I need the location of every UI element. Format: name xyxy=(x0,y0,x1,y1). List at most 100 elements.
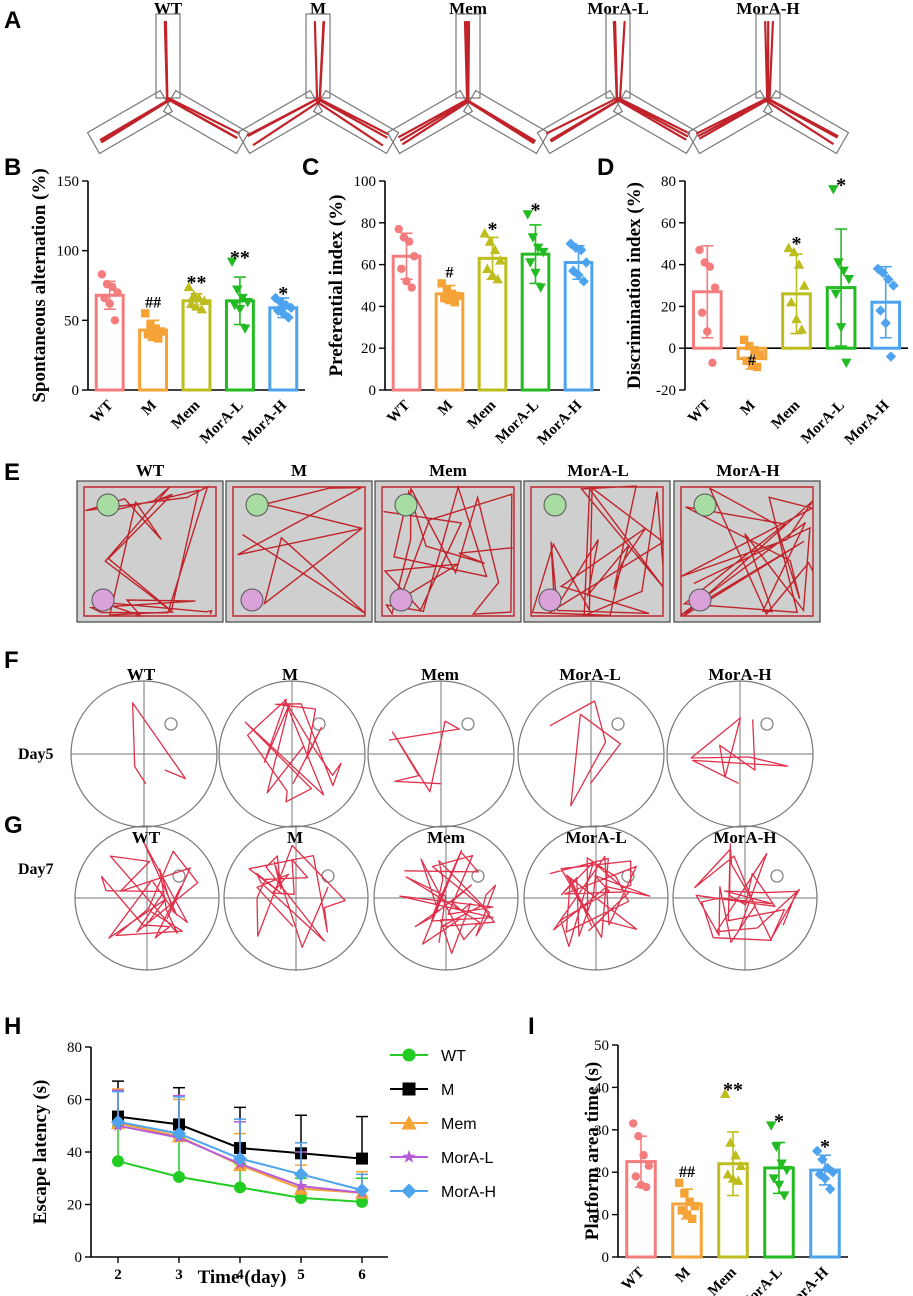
y-tick-label: 20 xyxy=(594,1165,609,1181)
data-point xyxy=(239,324,251,334)
water-maze-day7-MorA-L xyxy=(523,825,669,971)
data-point xyxy=(766,1121,777,1131)
data-point xyxy=(631,1172,640,1181)
category-label: M xyxy=(139,398,160,419)
marker xyxy=(401,1183,417,1199)
open-field-M xyxy=(225,480,373,623)
x-tick-label: 3 xyxy=(175,1267,183,1283)
y-maze-WT xyxy=(86,13,250,155)
y-maze-arm xyxy=(605,13,631,99)
category-label: M xyxy=(435,398,456,419)
g-row-label: Day7 xyxy=(18,861,54,878)
data-point xyxy=(237,293,248,304)
category-label: MorA-H xyxy=(535,397,586,448)
category-label: MorA-L xyxy=(493,398,543,448)
y-maze-arm xyxy=(312,89,400,155)
platform xyxy=(471,869,485,883)
marker xyxy=(402,1048,416,1062)
data-point xyxy=(888,280,899,291)
data-point xyxy=(479,228,490,238)
data-point xyxy=(226,257,238,268)
platform xyxy=(172,869,186,883)
legend-label: MorA-H xyxy=(441,1184,496,1201)
swim-path xyxy=(694,843,800,944)
significance-mark: ## xyxy=(679,1164,695,1181)
data-point xyxy=(229,300,240,311)
familiar-object xyxy=(394,493,418,517)
significance-mark: # xyxy=(748,352,756,369)
data-point xyxy=(447,289,457,299)
open-field-Mem xyxy=(374,480,522,623)
y-tick-label: 0 xyxy=(75,1250,83,1266)
significance-mark: ## xyxy=(145,294,161,311)
data-point xyxy=(573,269,584,281)
legend-label: WT xyxy=(441,1048,466,1065)
novel-object xyxy=(91,588,115,612)
data-point xyxy=(404,237,414,246)
water-maze-day5-M xyxy=(218,680,366,828)
data-point xyxy=(146,320,155,329)
data-point xyxy=(791,313,802,324)
y-maze-track xyxy=(696,20,839,145)
series-Mem: Mem xyxy=(111,1088,477,1199)
data-point xyxy=(747,360,757,370)
data-point xyxy=(232,285,243,295)
familiar-object xyxy=(543,493,567,517)
data-point xyxy=(725,1137,736,1147)
water-maze-day5-MorA-H xyxy=(666,680,814,828)
swim-path xyxy=(131,702,187,785)
y-tick-label: 40 xyxy=(67,1145,82,1161)
category-label: Mem xyxy=(464,397,499,432)
platform xyxy=(164,717,178,731)
data-point xyxy=(450,298,459,307)
data-point xyxy=(565,238,576,249)
data-point xyxy=(108,282,117,292)
data-point xyxy=(835,323,847,333)
data-point xyxy=(484,236,496,246)
data-point xyxy=(752,362,762,372)
panel-label-e: E xyxy=(4,459,20,486)
platform xyxy=(312,717,326,731)
legend-label: Mem xyxy=(441,1116,477,1133)
category-label: Mem xyxy=(705,1264,740,1296)
a-title-wt: WT xyxy=(154,0,183,18)
y-tick-label: 0 xyxy=(669,341,677,357)
water-maze-day5-Mem xyxy=(367,680,515,828)
x-tick-label: 4 xyxy=(236,1267,244,1283)
y-tick-label: 100 xyxy=(57,244,80,260)
panel-label-f: F xyxy=(4,647,19,674)
marker xyxy=(356,1195,368,1208)
platform xyxy=(461,717,475,731)
open-field-WT xyxy=(76,480,224,623)
x-tick-label: 6 xyxy=(358,1267,366,1283)
water-maze-day7-Mem xyxy=(373,825,519,971)
data-point xyxy=(492,274,503,284)
data-point xyxy=(680,1189,689,1198)
y-tick-label: 0 xyxy=(602,1250,610,1266)
y-tick-label: 40 xyxy=(361,299,376,315)
y-maze-MorA-H xyxy=(686,13,850,155)
a-title-mora-l: MorA-L xyxy=(587,0,648,18)
category-label: MorA-L xyxy=(736,1265,786,1296)
marker xyxy=(402,1082,416,1096)
data-point xyxy=(697,308,707,317)
data-point xyxy=(880,317,891,329)
data-point xyxy=(283,312,294,323)
data-point xyxy=(875,305,886,316)
significance-mark: * xyxy=(820,1136,830,1158)
water-maze-day5-MorA-L xyxy=(517,680,665,828)
significance-mark: * xyxy=(836,174,846,196)
data-point xyxy=(883,274,894,285)
data-point xyxy=(407,283,416,292)
y-axis-title: Discrimination index (%) xyxy=(624,182,645,389)
data-point xyxy=(755,350,764,359)
data-point xyxy=(708,358,717,368)
marker xyxy=(356,1152,368,1165)
category-label: WT xyxy=(619,1265,648,1294)
y-tick-label: 30 xyxy=(594,1123,609,1139)
data-point xyxy=(833,258,844,268)
data-point xyxy=(151,324,160,333)
data-point xyxy=(642,1182,651,1192)
